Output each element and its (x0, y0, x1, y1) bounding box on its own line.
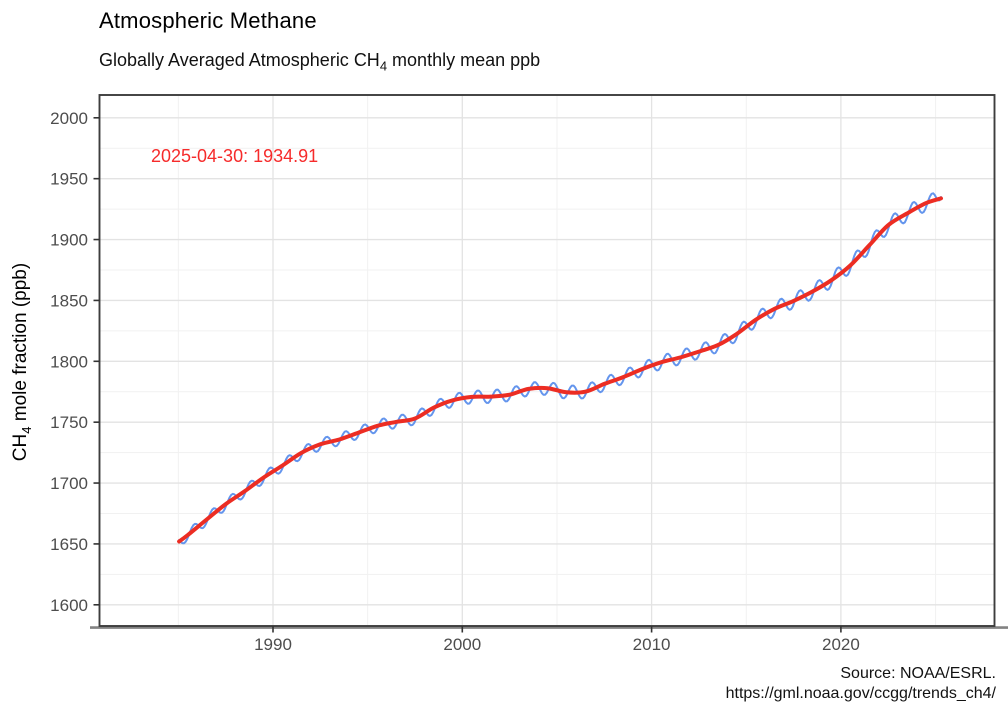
caption-source-line: Source: NOAA/ESRL. (840, 665, 996, 682)
caption-url-line: https://gml.noaa.gov/ccgg/trends_ch4/ (725, 685, 996, 702)
y-tick-label: 1600 (50, 596, 88, 615)
x-tick-label: 1990 (254, 635, 292, 654)
trend-line (177, 196, 943, 544)
subtitle-suffix: monthly mean ppb (387, 50, 541, 70)
x-tick-label: 2010 (633, 635, 671, 654)
x-tick-label: 2020 (822, 635, 860, 654)
y-tick-label: 1750 (50, 413, 88, 432)
y-tick-label: 2000 (50, 109, 88, 128)
subtitle-text: Globally Averaged Atmospheric CH (99, 50, 380, 70)
monthly-mean-line (178, 192, 942, 545)
y-tick-label: 1650 (50, 535, 88, 554)
y-tick-label: 1700 (50, 474, 88, 493)
y-tick-label: 1800 (50, 352, 88, 371)
x-tick-label: 2000 (443, 635, 481, 654)
chart-subtitle: Globally Averaged Atmospheric CH4 monthl… (99, 50, 541, 74)
latest-value-annotation: 2025-04-30: 1934.91 (151, 146, 319, 166)
y-tick-label: 1900 (50, 231, 88, 250)
y-tick-label: 1950 (50, 170, 88, 189)
y-tick-label: 1850 (50, 291, 88, 310)
panel-border (98, 94, 996, 627)
subtitle-subscript: 4 (379, 58, 388, 74)
chart-title: Atmospheric Methane (99, 8, 317, 33)
source-caption: Source: NOAA/ESRL. https://gml.noaa.gov/… (726, 664, 996, 704)
